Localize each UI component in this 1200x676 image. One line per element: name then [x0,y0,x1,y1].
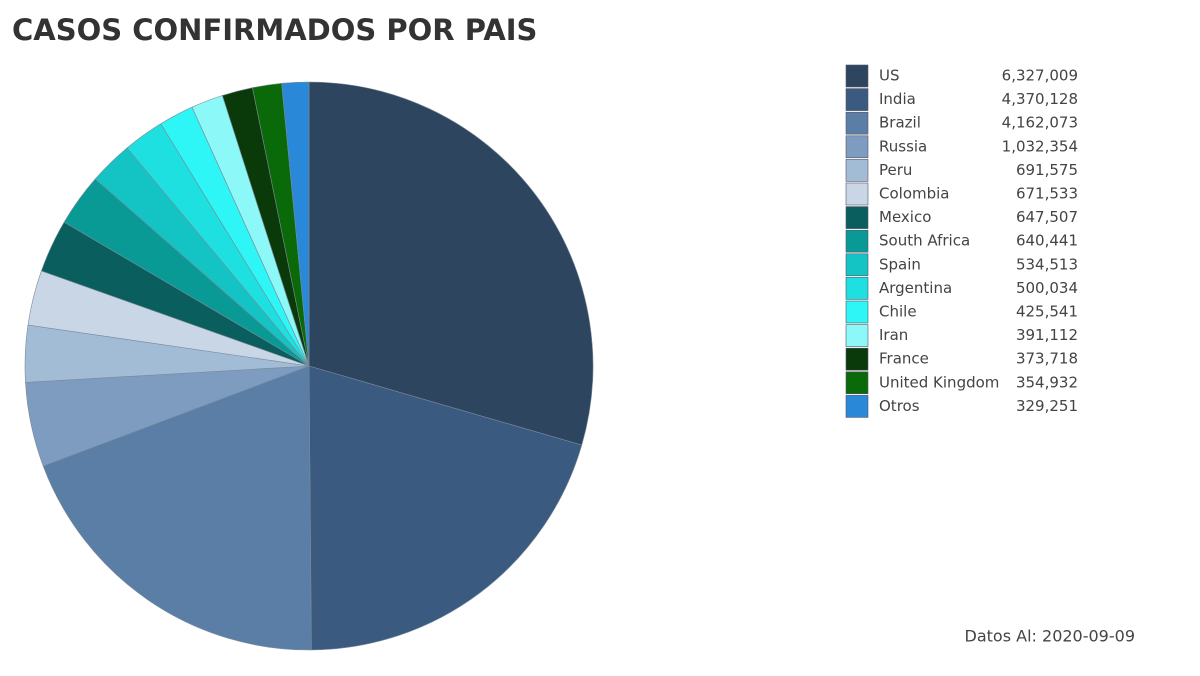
legend-swatch [845,206,869,229]
legend-label: Mexico [879,208,931,226]
legend-label: Iran [879,326,908,344]
legend-value: 671,533 [1016,185,1078,203]
legend-value: 425,541 [1016,303,1078,321]
legend-swatch [845,229,869,253]
legend-value: 329,251 [1016,397,1078,415]
legend-value: 4,162,073 [1002,114,1078,132]
pie-slice [281,81,310,367]
footnote: Datos Al: 2020-09-09 [965,627,1135,646]
legend-value: 354,932 [1016,373,1078,391]
legend-label: India [879,90,916,108]
legend-value: 391,112 [1016,326,1078,344]
legend-swatch [845,347,869,371]
legend-swatch [845,159,869,182]
legend-label: Peru [879,161,912,179]
legend-value: 647,507 [1016,208,1078,226]
legend-label: US [879,67,900,85]
legend-label: Russia [879,137,927,155]
pie-slice [308,81,594,446]
legend-value: 373,718 [1016,350,1078,368]
legend-swatch [845,88,869,111]
legend-swatch [845,111,869,135]
pie-slice [308,365,583,651]
legend-swatch [845,300,869,324]
legend-label: Otros [879,397,920,415]
legend-swatch [845,135,869,159]
legend-value: 1,032,354 [1002,137,1078,155]
legend-swatch [845,324,869,347]
legend-value: 500,034 [1016,279,1078,297]
legend-label: France [879,350,929,368]
legend-label: Chile [879,303,917,321]
legend-value: 4,370,128 [1002,90,1078,108]
pie-slice [42,365,312,651]
legend-swatch [845,277,869,300]
legend-swatch [845,253,869,277]
legend-label: Argentina [879,279,952,297]
legend-swatch [845,182,869,206]
legend-value: 534,513 [1016,255,1078,273]
legend-label: Colombia [879,185,950,203]
legend-value: 691,575 [1016,161,1078,179]
legend-value: 6,327,009 [1002,67,1078,85]
legend-label: United Kingdom [879,373,999,391]
legend-value: 640,441 [1016,232,1078,250]
chart-title: CASOS CONFIRMADOS POR PAIS [12,13,537,47]
legend-label: Brazil [879,114,921,132]
legend-swatch [845,371,869,395]
legend-label: South Africa [879,232,970,250]
legend-swatch [845,64,869,88]
legend-swatch [845,395,869,418]
legend-label: Spain [879,255,921,273]
